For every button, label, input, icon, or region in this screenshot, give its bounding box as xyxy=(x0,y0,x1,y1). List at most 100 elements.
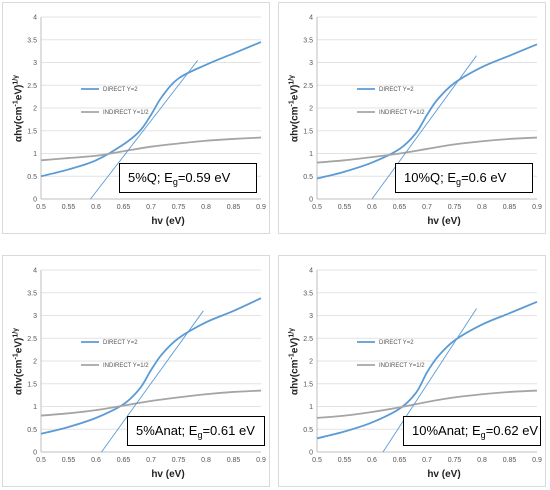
y-tick-label: 1.5 xyxy=(303,128,313,135)
series-line-direct xyxy=(316,43,538,180)
y-axis-label: αhv(cm-1eV)1/γ xyxy=(12,74,25,143)
y-tick-label: 2 xyxy=(33,106,37,113)
series-line-indirect xyxy=(316,389,538,419)
sample-label: 5%Anat xyxy=(136,423,182,438)
series-line-indirect xyxy=(316,136,538,164)
x-tick-label: 0.75 xyxy=(448,204,462,211)
band-gap-box: 10%Anat; Eg=0.62 eV xyxy=(403,416,541,446)
x-tick-label: 0.9 xyxy=(256,204,266,211)
legend-label: DIRECT Y=2 xyxy=(379,87,414,93)
y-tick-label: 1.5 xyxy=(27,128,37,135)
series-line-indirect xyxy=(40,389,262,417)
x-tick-label: 0.75 xyxy=(172,204,186,211)
y-tick-label: 4 xyxy=(33,15,37,22)
legend-label: DIRECT Y=2 xyxy=(379,340,414,346)
x-tick-label: 0.5 xyxy=(36,457,46,464)
x-tick-label: 0.7 xyxy=(146,457,156,464)
plot-area: 00.511.522.533.540.5 0.55 0.6 0.65 0.7 0.75 0.… xyxy=(303,15,542,212)
y-tick-label: 0 xyxy=(33,450,37,457)
x-tick-label: 0.6 xyxy=(367,204,377,211)
y-tick-label: 3 xyxy=(33,60,37,67)
x-tick-label: 0.85 xyxy=(503,204,517,211)
y-tick-label: 4 xyxy=(33,268,37,275)
x-tick-label: 0.55 xyxy=(338,204,352,211)
y-tick-label: 3 xyxy=(309,313,313,320)
x-tick-label: 0.8 xyxy=(201,204,211,211)
band-gap-value: =0.59 eV xyxy=(177,170,231,185)
x-tick-label: 0.65 xyxy=(117,457,131,464)
x-tick-label: 0.55 xyxy=(338,457,352,464)
sample-label: 5%Q xyxy=(128,170,157,185)
band-gap-box: 10%Q; Eg=0.6 eV xyxy=(395,163,533,193)
x-tick-label: 0.5 xyxy=(312,457,322,464)
x-tick-label: 0.65 xyxy=(393,457,407,464)
y-tick-label: 2 xyxy=(309,359,313,366)
x-tick-label: 0.8 xyxy=(477,457,487,464)
chart-panel-10anat: 0 0.5 1 1.5 2 2.5 3 3.5 4 0.5 0.55 0.6 0.65 0.7 0.75 0.… xyxy=(278,255,546,487)
x-tick-label: 0.8 xyxy=(477,204,487,211)
x-tick-label: 0.7 xyxy=(422,204,432,211)
y-tick-label: 3.5 xyxy=(27,290,37,297)
chart-panel-5q: 0 0.5 1 1.5 2 2.5 3 3.5 4 0.5 0.55 0.6 0.65 0.7 0.75 0.… xyxy=(2,2,270,234)
x-tick-label: 0.55 xyxy=(62,457,76,464)
x-tick-label: 0.7 xyxy=(422,457,432,464)
band-gap-value: =0.62 eV xyxy=(485,423,539,438)
x-tick-label: 0.9 xyxy=(256,457,266,464)
x-axis-label: hv (eV) xyxy=(151,469,185,480)
x-tick-label: 0.9 xyxy=(532,457,542,464)
legend-label: DIRECT Y=2 xyxy=(103,87,138,93)
y-tick-label: 2 xyxy=(309,106,313,113)
y-tick-label: 0.5 xyxy=(27,427,37,434)
sample-label: 10%Anat xyxy=(412,423,465,438)
y-tick-label: 3 xyxy=(309,60,313,67)
y-axis-label: αhv(cm-1eV)1/γ xyxy=(288,327,301,396)
series-line-direct xyxy=(40,297,262,435)
legend-label: INDIRECT Y=1/2 xyxy=(379,110,425,116)
x-tick-label: 0.5 xyxy=(36,204,46,211)
y-tick-label: 1 xyxy=(309,404,313,411)
x-tick-label: 0.85 xyxy=(227,457,241,464)
series-line-direct xyxy=(316,301,538,440)
x-tick-label: 0.85 xyxy=(503,457,517,464)
y-tick-label: 3 xyxy=(33,313,37,320)
y-tick-label: 3.5 xyxy=(27,37,37,44)
plot-area: 00.511.522.533.540.5 0.55 0.6 0.65 0.7 0.75 0.… xyxy=(27,268,266,465)
legend-label: INDIRECT Y=1/2 xyxy=(103,110,149,116)
x-tick-label: 0.6 xyxy=(367,457,377,464)
y-tick-label: 0.5 xyxy=(303,427,313,434)
band-gap-value: =0.61 eV xyxy=(202,423,255,438)
plot-area: 00.511.522.533.540.5 0.55 0.6 0.65 0.7 0.75 0.… xyxy=(27,15,266,212)
tangent-line xyxy=(90,59,199,200)
chart-panel-5anat: 0 0.5 1 1.5 2 2.5 3 3.5 4 0.5 0.55 0.6 0.65 0.7 0.75 0.… xyxy=(2,255,270,487)
legend-label: INDIRECT Y=1/2 xyxy=(103,363,149,369)
y-axis-label: αhv(cm-1eV)1/γ xyxy=(288,74,301,143)
y-tick-label: 1 xyxy=(33,151,37,158)
tangent-line xyxy=(371,55,477,200)
y-axis-label: αhv(cm-1eV)1/γ xyxy=(12,327,25,396)
band-gap-box: 5%Anat; Eg=0.61 eV xyxy=(127,416,265,446)
series-line-direct xyxy=(40,41,262,178)
band-gap-box: 5%Q; Eg=0.59 eV xyxy=(119,163,257,193)
band-gap-value: =0.6 eV xyxy=(461,170,507,185)
y-tick-label: 1 xyxy=(309,151,313,158)
x-tick-label: 0.6 xyxy=(91,204,101,211)
y-tick-label: 0 xyxy=(309,197,313,204)
legend-label: INDIRECT Y=1/2 xyxy=(379,363,425,369)
y-tick-label: 2 xyxy=(33,359,37,366)
legend-label: DIRECT Y=2 xyxy=(103,340,138,346)
x-axis-label: hv (eV) xyxy=(427,469,461,480)
y-tick-label: 1.5 xyxy=(27,381,37,388)
x-tick-label: 0.85 xyxy=(227,204,241,211)
x-tick-label: 0.55 xyxy=(62,204,76,211)
y-tick-label: 0 xyxy=(33,197,37,204)
x-tick-label: 0.5 xyxy=(312,204,322,211)
y-tick-label: 2.5 xyxy=(27,336,37,343)
x-tick-label: 0.75 xyxy=(448,457,462,464)
x-tick-label: 0.7 xyxy=(146,204,156,211)
chart-panel-10q: 0 0.5 1 1.5 2 2.5 3 3.5 4 0.5 0.55 0.6 0.65 0.7 0.75 0.… xyxy=(278,2,546,234)
series-line-indirect xyxy=(40,136,262,162)
tangent-line xyxy=(101,310,204,453)
y-tick-label: 1 xyxy=(33,404,37,411)
y-tick-label: 4 xyxy=(309,268,313,275)
x-tick-label: 0.65 xyxy=(117,204,131,211)
